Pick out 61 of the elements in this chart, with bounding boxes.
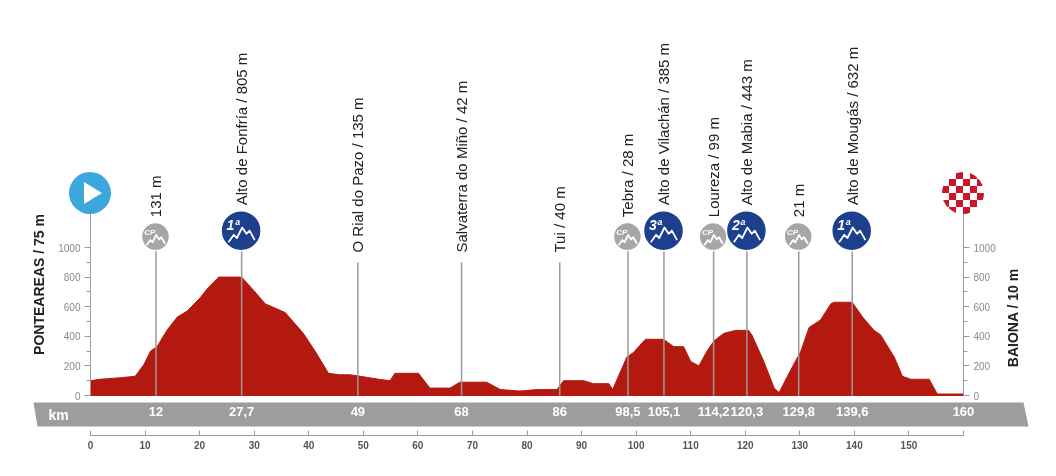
ref-line-label: Salvaterra do Miño / 42 m (453, 80, 471, 253)
x2-tick-label: 27,7 (228, 403, 255, 419)
x-tick-label: 120 (736, 439, 755, 451)
x-tick-label: 150 (900, 439, 918, 451)
y2-tick-label: 1000 (973, 242, 997, 254)
ref-line-label: Tui / 40 m (551, 186, 569, 253)
x-tick-label: 10 (139, 439, 152, 451)
annotation: 3ª (649, 216, 663, 233)
y2-tick-label: 800 (973, 272, 991, 284)
x2-tick-label: 98,5 (615, 403, 641, 419)
x-tick-label: 70 (466, 439, 479, 451)
ref-line-label: 131 m (147, 175, 165, 218)
x-tick-label: 30 (248, 439, 261, 451)
x2-tick-label: 114,2 (697, 403, 730, 419)
x-tick-label: 40 (303, 439, 315, 451)
y2-tick-label: 400 (973, 331, 991, 343)
y2-axis-title: BAIONA / 10 m (1004, 268, 1021, 368)
x-tick-label: 100 (627, 439, 645, 451)
y-axis-title: PONTEAREAS / 75 m (31, 214, 48, 355)
x-tick-label: 130 (791, 439, 809, 451)
x-tick-label: 0 (87, 439, 94, 451)
ref-line-label: Loureza / 99 m (705, 117, 723, 218)
annotation: 1ª (226, 216, 241, 233)
annotation: 1ª (837, 216, 851, 233)
annotation: CP (701, 227, 714, 237)
annotation: CP (616, 227, 629, 237)
ref-line-label: Alto de Mabia / 443 m (738, 59, 756, 206)
y-tick-label: 200 (63, 360, 81, 372)
y-tick-label: 800 (63, 272, 81, 284)
annotation: CP (787, 227, 799, 237)
x-tick-label: 60 (412, 439, 424, 451)
x2-axis-title: km (48, 406, 69, 423)
x-tick-label: 140 (846, 439, 864, 451)
ref-line-label: Alto de Fonfría / 805 m (233, 52, 251, 206)
ref-line-label: Alto de Mougás / 632 m (843, 46, 861, 206)
y2-tick-label: 0 (973, 390, 980, 402)
x2-tick-label: 49 (350, 403, 366, 419)
x2-tick-label: 12 (148, 403, 164, 419)
y-tick-label: 1000 (58, 242, 81, 254)
y-tick-label: 400 (63, 331, 81, 343)
ref-line-label: 21 m (790, 183, 808, 218)
annotation: CP (144, 227, 157, 237)
x-tick-label: 20 (194, 439, 206, 451)
x2-tick-label: 129,8 (782, 403, 815, 419)
y2-tick-label: 600 (973, 301, 991, 313)
x-tick-label: 110 (682, 439, 700, 451)
y-tick-label: 600 (63, 301, 81, 313)
x-tick-label: 90 (576, 439, 588, 451)
x2-tick-label: 160 (952, 403, 975, 419)
y-tick-label: 0 (74, 390, 81, 402)
ref-line-label: Alto de Vilachán / 385 m (655, 42, 673, 206)
ref-line-label: Tebra / 28 m (619, 133, 637, 218)
x2-tick-label: 68 (454, 403, 469, 419)
x2-tick-label: 120,3 (730, 403, 764, 419)
x2-tick-label: 105,1 (647, 403, 681, 419)
x2-tick-label: 86 (552, 403, 567, 419)
ref-line-label: O Rial do Pazo / 135 m (349, 97, 367, 253)
x2-tick-label: 139,6 (835, 403, 869, 419)
x-tick-label: 50 (357, 439, 370, 451)
y2-tick-label: 200 (973, 360, 991, 372)
x-tick-label: 80 (521, 439, 533, 451)
